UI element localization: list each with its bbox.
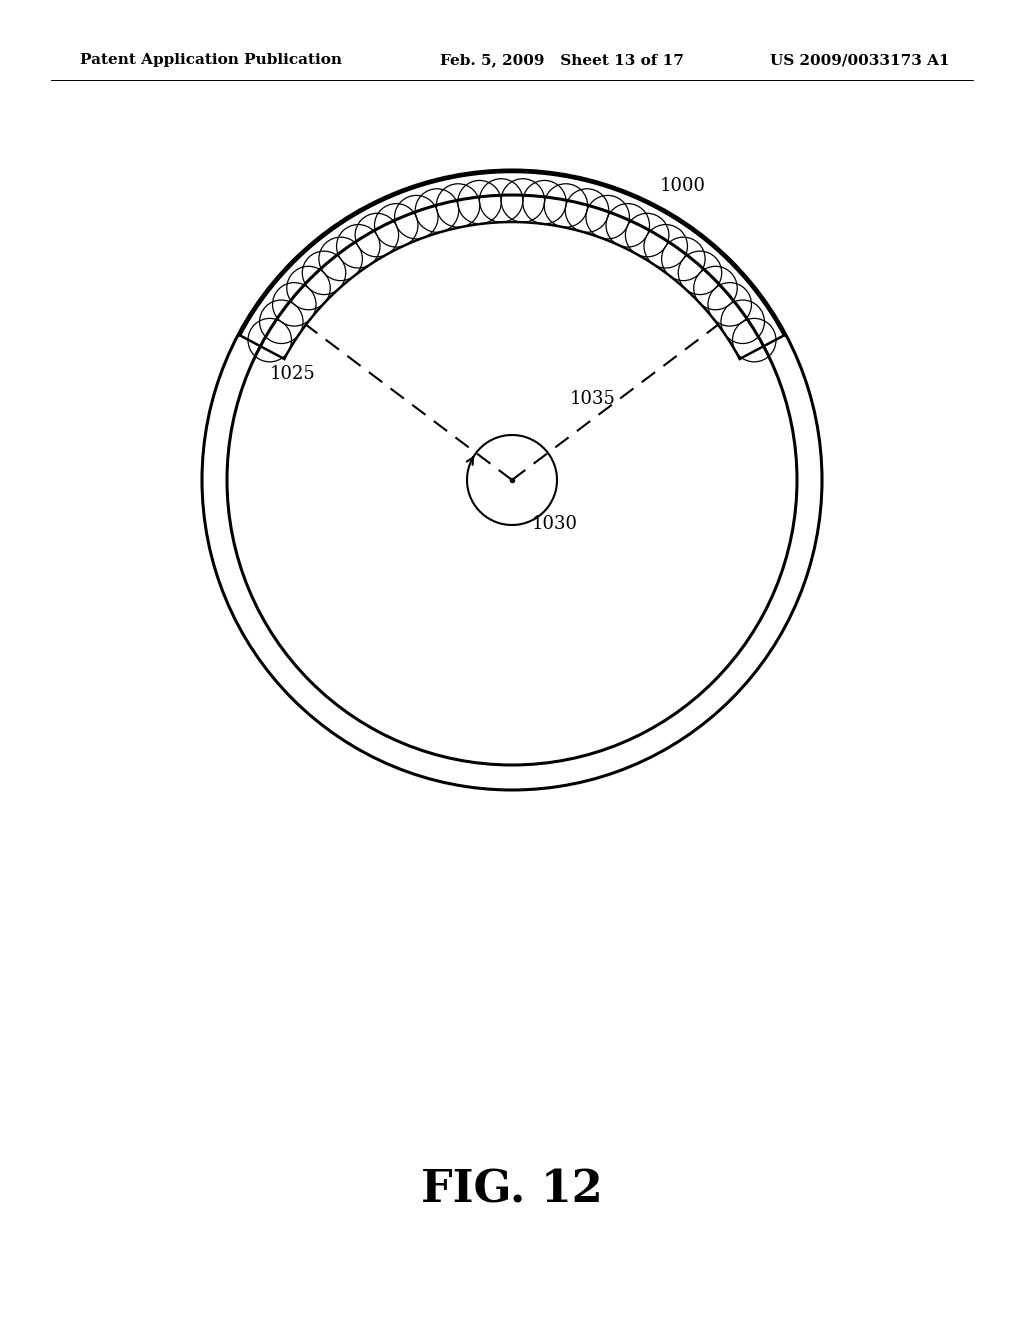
Text: 1035: 1035 <box>570 389 615 408</box>
Text: 1000: 1000 <box>660 177 706 195</box>
Text: Feb. 5, 2009   Sheet 13 of 17: Feb. 5, 2009 Sheet 13 of 17 <box>440 53 684 67</box>
Text: Patent Application Publication: Patent Application Publication <box>80 53 342 67</box>
Text: US 2009/0033173 A1: US 2009/0033173 A1 <box>770 53 950 67</box>
Text: 1025: 1025 <box>270 366 315 383</box>
Text: 1030: 1030 <box>532 515 578 533</box>
Text: FIG. 12: FIG. 12 <box>421 1168 603 1212</box>
